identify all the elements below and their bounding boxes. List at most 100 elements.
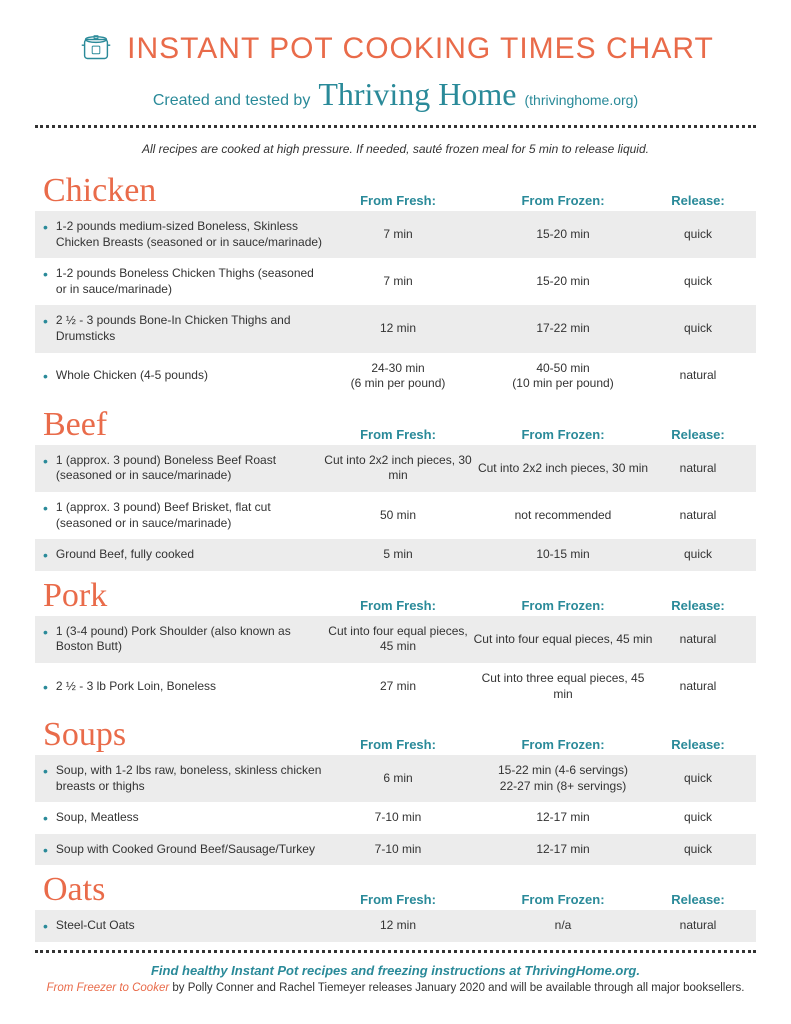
- item-name-cell: • 1-2 pounds medium-sized Boneless, Skinl…: [43, 219, 323, 250]
- fresh-cell: 12 min: [323, 918, 473, 934]
- item-text: Ground Beef, fully cooked: [56, 547, 194, 563]
- table-row: •1 (approx. 3 pound) Beef Brisket, flat …: [35, 492, 756, 539]
- col-header-frozen: From Frozen:: [473, 598, 653, 613]
- fresh-cell: 5 min: [323, 547, 473, 563]
- item-text: 1 (approx. 3 pound) Beef Brisket, flat c…: [56, 500, 323, 531]
- table-row: •2 ½ - 3 lb Pork Loin, Boneless27 minCut…: [35, 663, 756, 710]
- title-row: INSTANT POT COOKING TIMES CHART: [35, 30, 756, 68]
- col-header-frozen: From Frozen:: [473, 427, 653, 442]
- section-header: PorkFrom Fresh:From Frozen:Release:: [35, 579, 756, 616]
- item-name-cell: •1-2 pounds Boneless Chicken Thighs (sea…: [43, 266, 323, 297]
- created-by-prefix: Created and tested by: [153, 92, 310, 110]
- col-header-fresh: From Fresh:: [323, 892, 473, 907]
- section-header: OatsFrom Fresh:From Frozen:Release:: [35, 873, 756, 910]
- item-name-cell: • 2 ½ - 3 pounds Bone-In Chicken Thighs a…: [43, 313, 323, 344]
- fresh-cell: 7 min: [323, 227, 473, 243]
- bullet-icon: •: [43, 548, 48, 562]
- item-name-cell: •2 ½ - 3 lb Pork Loin, Boneless: [43, 679, 323, 695]
- item-text: Soup with Cooked Ground Beef/Sausage/Tur…: [56, 842, 315, 858]
- page-title: INSTANT POT COOKING TIMES CHART: [127, 32, 714, 66]
- fresh-cell: 50 min: [323, 508, 473, 524]
- section: ChickenFrom Fresh:From Frozen:Release:•1…: [35, 174, 756, 400]
- divider-bottom: [35, 950, 756, 953]
- instant-pot-icon: [77, 30, 115, 68]
- frozen-cell: 12-17 min: [473, 842, 653, 858]
- bullet-icon: •: [43, 811, 48, 825]
- item-name-cell: •Soup with Cooked Ground Beef/Sausage/Tu…: [43, 842, 323, 858]
- frozen-cell: 40-50 min (10 min per pound): [473, 361, 653, 392]
- frozen-cell: 15-22 min (4-6 servings) 22-27 min (8+ s…: [473, 763, 653, 794]
- page-header: INSTANT POT COOKING TIMES CHART Created …: [35, 30, 756, 113]
- bullet-icon: •: [43, 625, 48, 639]
- footer-rest: by Polly Conner and Rachel Tiemeyer rele…: [169, 982, 744, 994]
- item-text: Soup, with 1-2 lbs raw, boneless, skinle…: [56, 763, 323, 794]
- item-text: 2 ½ - 3 pounds Bone-In Chicken Thighs an…: [56, 313, 323, 344]
- bullet-icon: •: [43, 764, 48, 778]
- col-header-release: Release:: [653, 598, 743, 613]
- table-row: •1 (3-4 pound) Pork Shoulder (also known…: [35, 616, 756, 663]
- frozen-cell: 17-22 min: [473, 321, 653, 337]
- release-cell: natural: [653, 679, 743, 695]
- rows-container: • 1-2 pounds medium-sized Boneless, Skinl…: [35, 211, 756, 400]
- brand-url: (thrivinghome.org): [525, 92, 639, 108]
- item-name-cell: •1 (approx. 3 pound) Beef Brisket, flat …: [43, 500, 323, 531]
- item-name-cell: •Soup, Meatless: [43, 810, 323, 826]
- instruction-text: All recipes are cooked at high pressure.…: [35, 142, 756, 156]
- release-cell: natural: [653, 508, 743, 524]
- fresh-cell: 7 min: [323, 274, 473, 290]
- rows-container: •1 (3-4 pound) Pork Shoulder (also known…: [35, 616, 756, 710]
- table-row: •Soup with Cooked Ground Beef/Sausage/Tu…: [35, 834, 756, 866]
- item-name-cell: •1 (3-4 pound) Pork Shoulder (also known…: [43, 624, 323, 655]
- item-text: Steel-Cut Oats: [56, 918, 135, 934]
- frozen-cell: Cut into four equal pieces, 45 min: [473, 632, 653, 648]
- fresh-cell: 7-10 min: [323, 810, 473, 826]
- table-row: • 2 ½ - 3 pounds Bone-In Chicken Thighs a…: [35, 305, 756, 352]
- col-header-frozen: From Frozen:: [473, 892, 653, 907]
- category-name: Beef: [43, 408, 323, 442]
- section: OatsFrom Fresh:From Frozen:Release: •Stee…: [35, 873, 756, 942]
- fresh-cell: 27 min: [323, 679, 473, 695]
- bullet-icon: •: [43, 314, 48, 328]
- table-row: •1-2 pounds Boneless Chicken Thighs (sea…: [35, 258, 756, 305]
- footer-book-info: From Freezer to Cooker by Polly Conner a…: [35, 982, 756, 994]
- release-cell: quick: [653, 842, 743, 858]
- category-name: Soups: [43, 718, 323, 752]
- item-name-cell: •1 (approx. 3 pound) Boneless Beef Roast…: [43, 453, 323, 484]
- release-cell: quick: [653, 771, 743, 787]
- frozen-cell: Cut into three equal pieces, 45 min: [473, 671, 653, 702]
- release-cell: quick: [653, 274, 743, 290]
- release-cell: natural: [653, 461, 743, 477]
- col-header-frozen: From Frozen:: [473, 193, 653, 208]
- bullet-icon: •: [43, 220, 48, 234]
- fresh-cell: 7-10 min: [323, 842, 473, 858]
- table-row: •Ground Beef, fully cooked5 min10-15 min…: [35, 539, 756, 571]
- col-header-fresh: From Fresh:: [323, 427, 473, 442]
- item-name-cell: •Steel-Cut Oats: [43, 918, 323, 934]
- category-name: Oats: [43, 873, 323, 907]
- release-cell: quick: [653, 227, 743, 243]
- release-cell: natural: [653, 632, 743, 648]
- release-cell: quick: [653, 321, 743, 337]
- table-row: • 1-2 pounds medium-sized Boneless, Skinl…: [35, 211, 756, 258]
- release-cell: quick: [653, 547, 743, 563]
- item-text: 1-2 pounds medium-sized Boneless, Skinle…: [56, 219, 323, 250]
- frozen-cell: 15-20 min: [473, 274, 653, 290]
- col-header-release: Release:: [653, 737, 743, 752]
- col-header-frozen: From Frozen:: [473, 737, 653, 752]
- rows-container: • Soup, with 1-2 lbs raw, boneless, skinl…: [35, 755, 756, 865]
- fresh-cell: 12 min: [323, 321, 473, 337]
- col-header-fresh: From Fresh:: [323, 193, 473, 208]
- item-name-cell: •Whole Chicken (4-5 pounds): [43, 368, 323, 384]
- table-row: •Whole Chicken (4-5 pounds)24-30 min (6 …: [35, 353, 756, 400]
- fresh-cell: Cut into 2x2 inch pieces, 30 min: [323, 453, 473, 484]
- col-header-release: Release:: [653, 427, 743, 442]
- subtitle-row: Created and tested by Thriving Home (thr…: [35, 76, 756, 113]
- bullet-icon: •: [43, 680, 48, 694]
- brand-name: Thriving Home: [318, 76, 516, 113]
- item-name-cell: • Ground Beef, fully cooked: [43, 547, 323, 563]
- footer-cta: Find healthy Instant Pot recipes and fre…: [35, 963, 756, 978]
- table-row: • Soup, with 1-2 lbs raw, boneless, skinl…: [35, 755, 756, 802]
- sections-container: ChickenFrom Fresh:From Frozen:Release:•1…: [35, 174, 756, 942]
- col-header-release: Release:: [653, 892, 743, 907]
- frozen-cell: 15-20 min: [473, 227, 653, 243]
